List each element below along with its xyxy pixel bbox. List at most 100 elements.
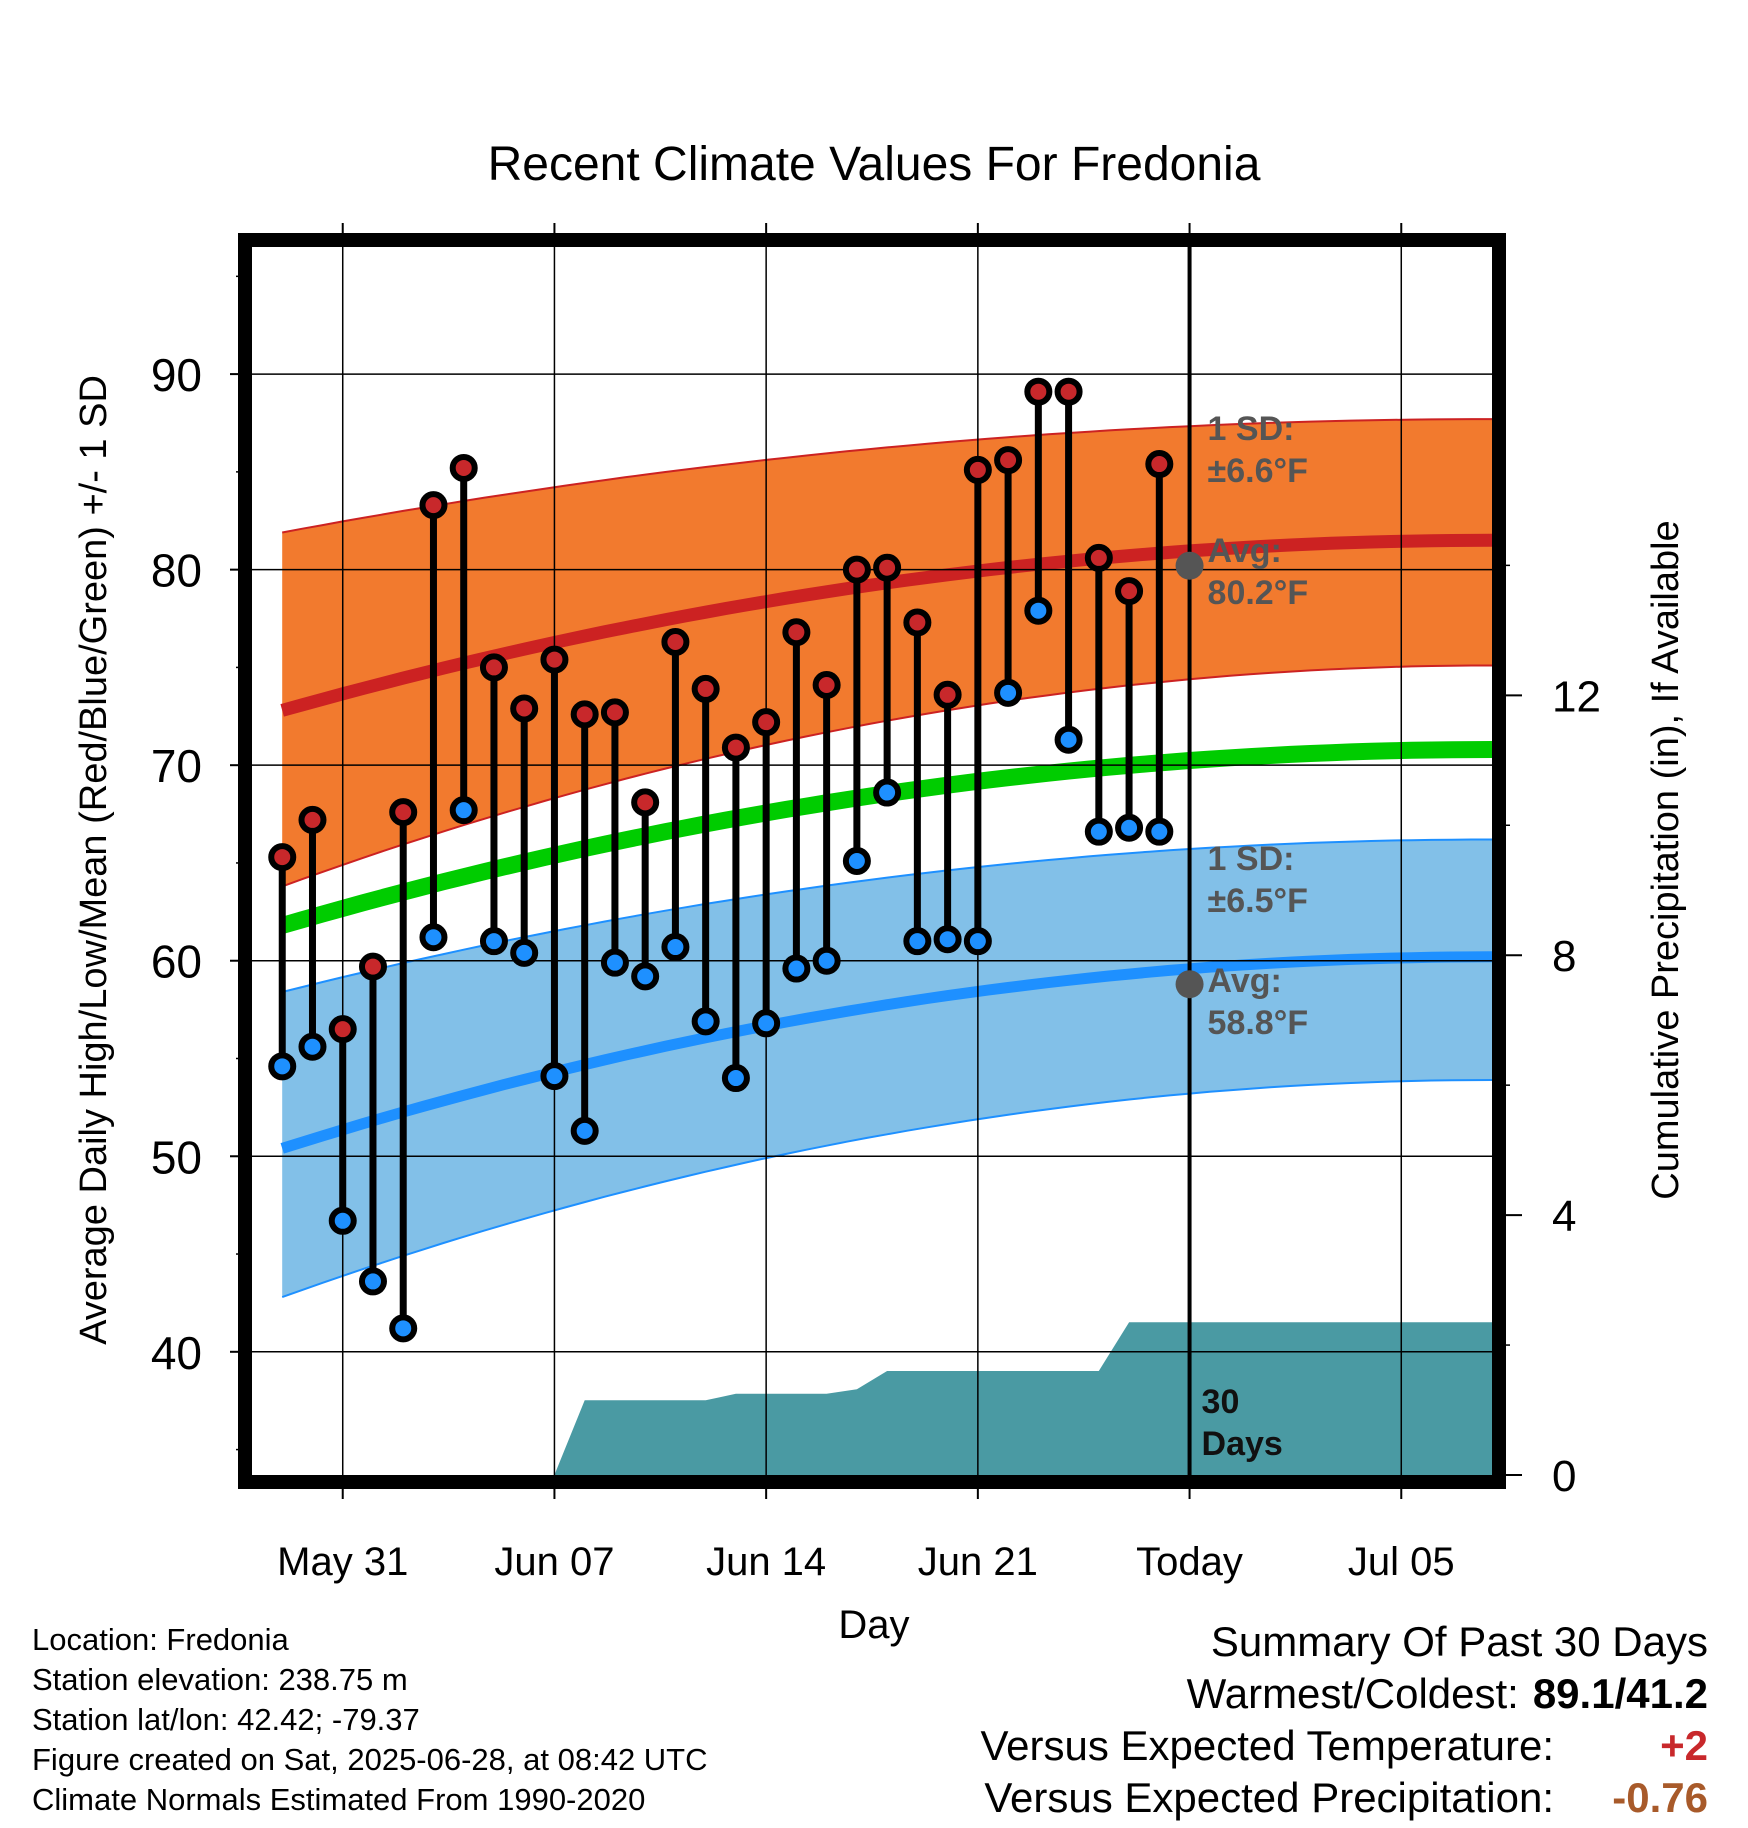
temp-label: Versus Expected Temperature:: [980, 1722, 1554, 1769]
high-point: [449, 453, 478, 482]
x-tick-label: Today: [1136, 1540, 1243, 1584]
low-point: [721, 1064, 750, 1093]
low-avg-value: 58.8°F: [1208, 1004, 1309, 1042]
low-point: [873, 778, 902, 807]
low-point: [842, 847, 871, 875]
high-point: [1115, 577, 1144, 606]
low-point: [782, 954, 811, 983]
high-point: [1084, 543, 1113, 572]
low-point: [419, 923, 448, 952]
high-point: [752, 708, 781, 737]
created-text: Figure created on Sat, 2025-06-28, at 08…: [32, 1742, 708, 1777]
high-point: [903, 608, 932, 637]
low-normal-line: [280, 951, 1492, 1154]
high-avg-label: Avg:: [1208, 532, 1282, 570]
warm-cold-label: Warmest/Coldest:: [1186, 1670, 1519, 1717]
y-tick-label: 70: [151, 740, 202, 792]
low-point: [540, 1062, 569, 1091]
latlon-text: Station lat/lon: 42.42; -79.37: [32, 1702, 420, 1737]
high-point: [661, 627, 690, 656]
precip-label: Versus Expected Precipitation:: [984, 1774, 1554, 1821]
low-point: [298, 1032, 327, 1061]
high-point: [358, 952, 387, 981]
x-tick-label: Jun 07: [494, 1540, 614, 1584]
high-point: [1145, 450, 1174, 479]
y-axis-label: Average Daily High/Low/Mean (Red/Blue/Gr…: [73, 375, 115, 1345]
low-point: [479, 927, 508, 956]
low-point: [389, 1314, 418, 1343]
today-high-avg-dot: [1175, 551, 1204, 580]
warm-cold-value: 89.1/41.2: [1532, 1670, 1708, 1717]
low-point: [328, 1206, 357, 1235]
y2-tick-label: 4: [1552, 1192, 1576, 1241]
low-point: [933, 925, 962, 954]
high-point: [842, 555, 871, 584]
today-low-avg-dot: [1175, 970, 1204, 999]
high-point: [994, 446, 1023, 475]
elevation-text: Station elevation: 238.75 m: [32, 1662, 408, 1697]
precip-value: -0.76: [1612, 1774, 1708, 1821]
high-point: [631, 788, 660, 817]
summary-title: Summary Of Past 30 Days: [1210, 1618, 1708, 1665]
low-point: [631, 962, 660, 991]
warm-cold-row: Warmest/Coldest: 89.1/41.2: [980, 1668, 1708, 1720]
low-point: [903, 927, 932, 956]
y-tick-label: 50: [151, 1131, 202, 1183]
summary-panel: Summary Of Past 30 Days Warmest/Coldest:…: [980, 1616, 1708, 1824]
low-point: [691, 1007, 720, 1036]
normals-period-text: Climate Normals Estimated From 1990-2020: [32, 1782, 646, 1817]
low-point: [994, 678, 1023, 707]
low-point: [600, 948, 629, 977]
station-info: Location: Fredonia Station elevation: 23…: [32, 1620, 708, 1820]
high-point: [812, 671, 841, 700]
high-point: [389, 798, 418, 827]
high-point: [419, 491, 448, 520]
high-point: [479, 653, 508, 682]
x-axis-label: Day: [838, 1603, 909, 1647]
temp-row: Versus Expected Temperature: +2: [980, 1720, 1708, 1772]
high-point: [510, 694, 539, 723]
window-label-days: Days: [1202, 1425, 1283, 1463]
low-point: [661, 933, 690, 962]
low-point: [1024, 596, 1053, 625]
x-tick-label: May 31: [277, 1540, 408, 1584]
high-point: [1054, 377, 1083, 406]
plot-layer: 1 SD: ±6.6°F Avg: 80.2°F 1 SD: ±6.5°F Avg: 58.8…: [252, 247, 1492, 1475]
high-point: [782, 618, 811, 647]
low-point: [1115, 813, 1144, 842]
high-point: [570, 700, 599, 729]
y-tick-label: 40: [151, 1327, 202, 1379]
x-tick-label: Jun 14: [706, 1540, 826, 1584]
high-sd-label: 1 SD:: [1208, 410, 1295, 448]
plot-frame: [238, 233, 1506, 1489]
low-sd-value: ±6.5°F: [1208, 882, 1308, 920]
precip-area: [554, 1322, 1492, 1475]
y2-tick-label: 8: [1552, 932, 1576, 981]
y-tick-label: 90: [151, 349, 202, 401]
high-point: [691, 674, 720, 703]
high-point: [298, 805, 327, 834]
high-point: [540, 645, 569, 674]
low-point: [752, 1009, 781, 1038]
high-point: [268, 843, 297, 872]
high-point: [721, 733, 750, 762]
low-point: [1084, 817, 1113, 846]
high-sd-value: ±6.6°F: [1208, 452, 1308, 490]
high-point: [873, 553, 902, 582]
high-avg-value: 80.2°F: [1208, 574, 1309, 612]
high-point: [600, 698, 629, 727]
low-point: [1145, 817, 1174, 846]
y-tick-label: 60: [151, 936, 202, 988]
low-point: [812, 946, 841, 975]
location-text: Location: Fredonia: [32, 1622, 289, 1657]
high-point: [1024, 377, 1053, 406]
low-point: [449, 796, 478, 825]
low-point: [510, 938, 539, 967]
low-sd-band: [282, 839, 1492, 1298]
low-point: [570, 1116, 599, 1145]
low-lower-edge: [281, 1079, 1492, 1299]
chart-title: Recent Climate Values For Fredonia: [488, 138, 1261, 191]
plot-area: 1 SD: ±6.6°F Avg: 80.2°F 1 SD: ±6.5°F Avg: 58.8…: [151, 223, 1601, 1584]
low-point: [963, 927, 992, 956]
